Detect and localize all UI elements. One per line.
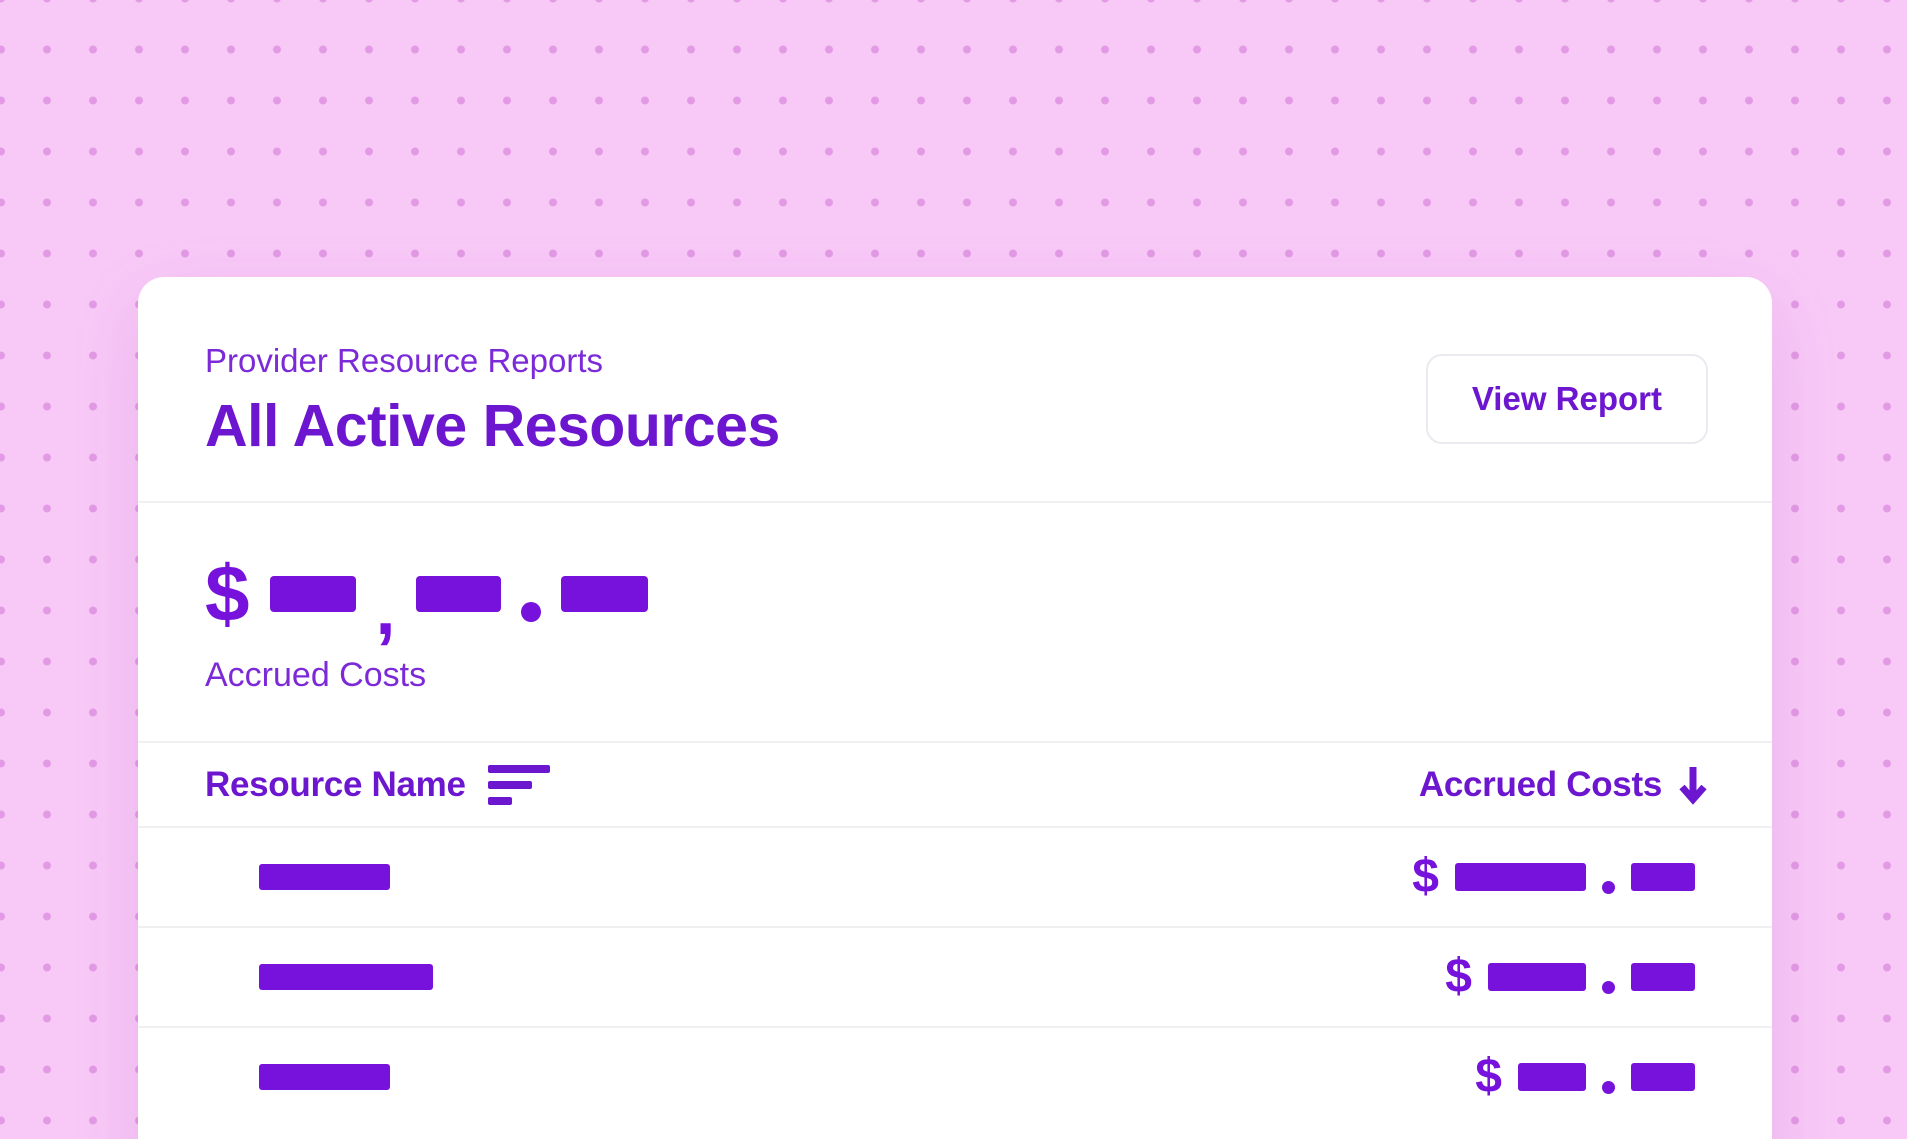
view-report-button[interactable]: View Report [1425,354,1708,444]
currency-symbol: $ [1445,950,1472,1003]
accrued-costs-amount: $ , [205,549,1705,646]
accrued-costs-label: Accrued Costs [205,656,427,694]
redacted-amount-bar [560,576,648,612]
row-accrued-cost: $ [1475,1053,1695,1101]
table-row[interactable]: $ [138,826,1772,926]
redacted-cost-dollars [1488,963,1586,991]
table-body: $ $ $ [138,826,1772,1126]
thousands-separator: , [375,570,396,650]
section-divider [138,501,1772,503]
decimal-point [1602,880,1615,894]
column-accrued-costs-label: Accrued Costs [1418,764,1662,804]
sort-lines-icon[interactable] [487,764,550,805]
currency-symbol: $ [205,549,250,638]
report-card: Provider Resource Reports All Active Res… [138,277,1772,1139]
card-header: Provider Resource Reports All Active Res… [138,277,1772,501]
redacted-resource-name [259,1064,390,1090]
redacted-cost-dollars [1518,1063,1586,1091]
decimal-point [1602,980,1615,994]
section-divider [138,741,1772,743]
redacted-amount-bar [269,576,356,612]
currency-symbol: $ [1475,1050,1502,1103]
column-resource-name[interactable]: Resource Name [205,764,550,805]
redacted-cost-cents [1631,1063,1695,1091]
table-row[interactable]: $ [138,1026,1772,1126]
row-accrued-cost: $ [1445,953,1695,1001]
table-header: Resource Name Accrued Costs [138,743,1772,826]
arrow-down-icon [1679,766,1707,805]
card-eyebrow: Provider Resource Reports [205,342,603,379]
table-row[interactable]: $ [138,926,1772,1026]
redacted-resource-name [259,864,390,890]
accrued-costs-summary: $ , Accrued Costs [138,503,1772,741]
row-accrued-cost: $ [1412,853,1695,901]
redacted-cost-cents [1631,963,1695,991]
redacted-cost-cents [1631,863,1695,891]
redacted-cost-dollars [1455,863,1586,891]
column-accrued-costs[interactable]: Accrued Costs [1419,764,1708,806]
redacted-resource-name [259,964,433,990]
column-resource-name-label: Resource Name [205,764,466,804]
currency-symbol: $ [1412,850,1439,903]
page-title: All Active Resources [205,393,780,459]
redacted-amount-bar [415,576,501,612]
decimal-point [520,602,541,622]
card-heading: Provider Resource Reports All Active Res… [205,341,780,457]
decimal-point [1602,1080,1615,1094]
